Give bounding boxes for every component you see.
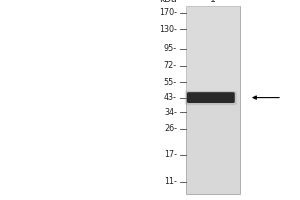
Text: 43-: 43- <box>164 93 177 102</box>
FancyBboxPatch shape <box>187 92 235 103</box>
Text: 26-: 26- <box>164 124 177 133</box>
FancyBboxPatch shape <box>185 91 237 105</box>
Text: 95-: 95- <box>164 44 177 53</box>
Text: 1: 1 <box>210 0 216 4</box>
Text: 130-: 130- <box>159 25 177 34</box>
Text: kDa: kDa <box>159 0 177 4</box>
Bar <box>186 6 240 91</box>
Text: 170-: 170- <box>159 8 177 17</box>
Text: 55-: 55- <box>164 78 177 87</box>
Text: 17-: 17- <box>164 150 177 159</box>
Bar <box>186 6 240 194</box>
Text: 72-: 72- <box>164 61 177 70</box>
Text: 34-: 34- <box>164 108 177 117</box>
Text: 11-: 11- <box>164 177 177 186</box>
